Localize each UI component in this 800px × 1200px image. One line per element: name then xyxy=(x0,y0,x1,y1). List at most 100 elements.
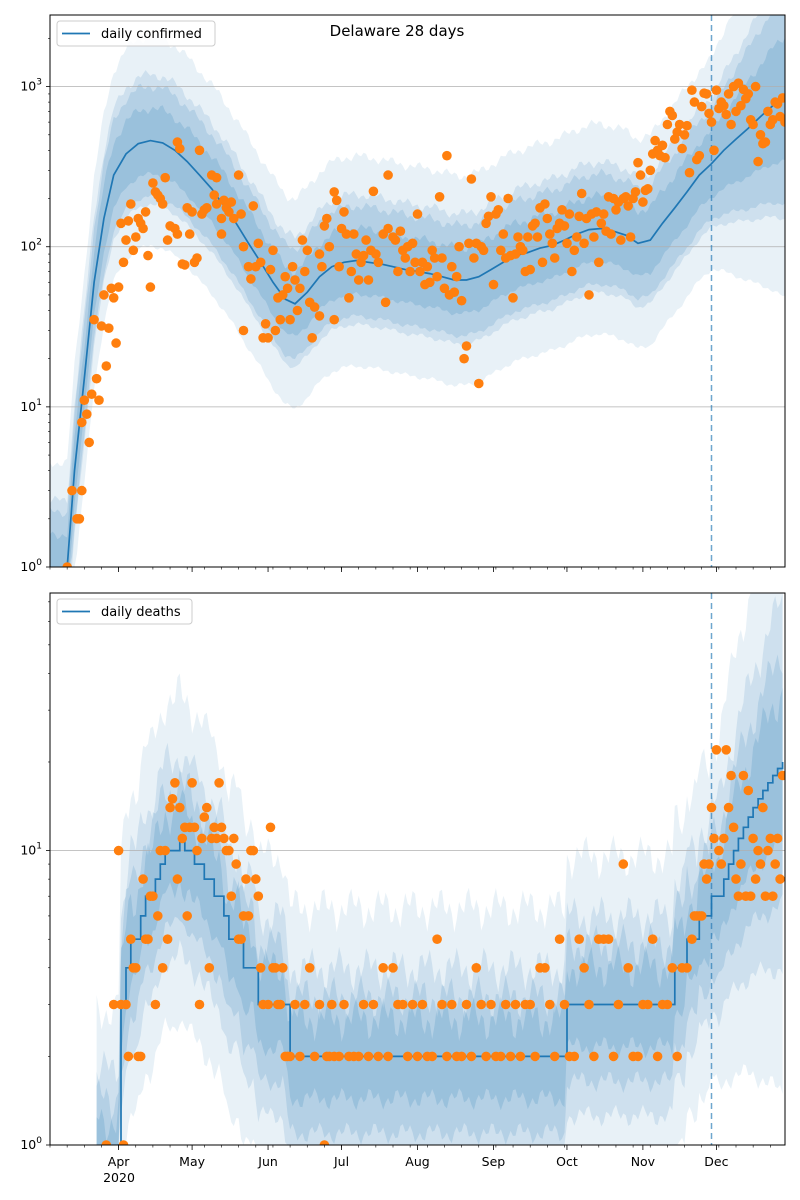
observed-point xyxy=(510,249,521,259)
observed-point xyxy=(123,216,134,226)
observed-point xyxy=(726,770,736,781)
observed-point xyxy=(344,293,354,303)
observed-point xyxy=(229,833,239,844)
observed-point xyxy=(94,395,104,406)
observed-point xyxy=(684,167,695,178)
observed-point xyxy=(157,963,168,973)
observed-point xyxy=(153,911,163,921)
observed-point xyxy=(765,833,776,844)
observed-point xyxy=(358,250,369,261)
observed-point xyxy=(402,1051,413,1062)
observed-point xyxy=(515,1051,526,1062)
deaths-observed-points xyxy=(101,745,785,1145)
y-tick-label: 101 xyxy=(20,842,42,858)
observed-point xyxy=(704,108,714,119)
observed-point xyxy=(775,874,785,884)
observed-point xyxy=(466,174,477,184)
observed-point xyxy=(723,802,734,813)
observed-point xyxy=(532,232,543,242)
observed-point xyxy=(760,891,771,901)
observed-point xyxy=(339,207,349,217)
observed-point xyxy=(165,802,175,813)
observed-point xyxy=(525,264,535,275)
deaths-median-line xyxy=(117,762,784,1145)
x-tick-label: Jul xyxy=(333,1154,349,1169)
observed-point xyxy=(253,891,264,901)
observed-point xyxy=(706,802,717,813)
observed-point xyxy=(439,283,450,294)
observed-point xyxy=(437,999,447,1010)
observed-point xyxy=(579,963,589,973)
observed-point xyxy=(363,1051,374,1062)
x-tick-label: Aug xyxy=(405,1154,429,1169)
confirmed-band-95 xyxy=(50,15,785,567)
observed-point xyxy=(574,934,584,944)
observed-point xyxy=(589,232,599,242)
observed-point xyxy=(373,1051,384,1062)
observed-point xyxy=(621,192,631,202)
observed-point xyxy=(278,963,288,973)
deaths-band-50-inner xyxy=(96,687,783,1145)
observed-point xyxy=(682,963,692,973)
observed-point xyxy=(498,229,509,239)
observed-point xyxy=(459,353,469,364)
observed-point xyxy=(334,1051,344,1062)
observed-point xyxy=(378,963,389,973)
observed-point xyxy=(219,195,229,206)
observed-point xyxy=(194,999,205,1010)
observed-point xyxy=(341,229,352,239)
observed-point xyxy=(780,117,785,127)
observed-point xyxy=(300,266,310,277)
observed-point xyxy=(645,165,656,176)
observed-point xyxy=(559,999,570,1010)
deaths-legend-box xyxy=(56,598,193,625)
observed-point xyxy=(559,221,570,231)
observed-point xyxy=(750,81,761,92)
observed-point xyxy=(209,822,219,833)
observed-point xyxy=(709,833,719,844)
observed-point xyxy=(145,282,156,292)
observed-point xyxy=(633,157,643,168)
observed-point xyxy=(427,245,438,256)
observed-point xyxy=(241,874,251,884)
observed-point xyxy=(694,150,705,161)
observed-point xyxy=(623,963,633,973)
observed-point xyxy=(464,238,474,249)
observed-point xyxy=(410,257,420,268)
observed-point xyxy=(554,934,565,944)
observed-point xyxy=(508,293,518,303)
observed-point xyxy=(623,201,633,211)
confirmed-y-axis: 100 101 102 103 xyxy=(20,38,50,574)
observed-point xyxy=(667,110,678,121)
observed-point xyxy=(309,1051,320,1062)
observed-point xyxy=(469,253,479,263)
observed-point xyxy=(417,999,428,1010)
deaths-legend: daily deaths xyxy=(56,598,193,625)
observed-point xyxy=(339,999,349,1010)
confirmed-uncertainty-bands xyxy=(50,15,785,567)
observed-point xyxy=(758,802,768,813)
observed-point xyxy=(763,106,773,117)
observed-point xyxy=(162,934,173,944)
observed-point xyxy=(113,282,124,292)
observed-point xyxy=(131,232,141,242)
observed-point xyxy=(755,130,766,140)
observed-point xyxy=(630,187,641,197)
observed-point xyxy=(422,261,433,272)
observed-point xyxy=(187,778,197,788)
observed-point xyxy=(471,963,482,973)
observed-point xyxy=(461,341,472,351)
observed-point xyxy=(290,999,300,1010)
observed-point xyxy=(454,241,464,252)
observed-point xyxy=(456,1051,467,1062)
observed-point xyxy=(300,999,310,1010)
observed-point xyxy=(579,238,589,249)
observed-point xyxy=(226,891,237,901)
observed-point xyxy=(121,999,131,1010)
observed-point xyxy=(714,845,724,856)
observed-point xyxy=(643,999,653,1010)
observed-point xyxy=(569,1051,580,1062)
observed-point xyxy=(466,1051,477,1062)
observed-point xyxy=(194,145,205,156)
observed-point xyxy=(496,245,506,256)
